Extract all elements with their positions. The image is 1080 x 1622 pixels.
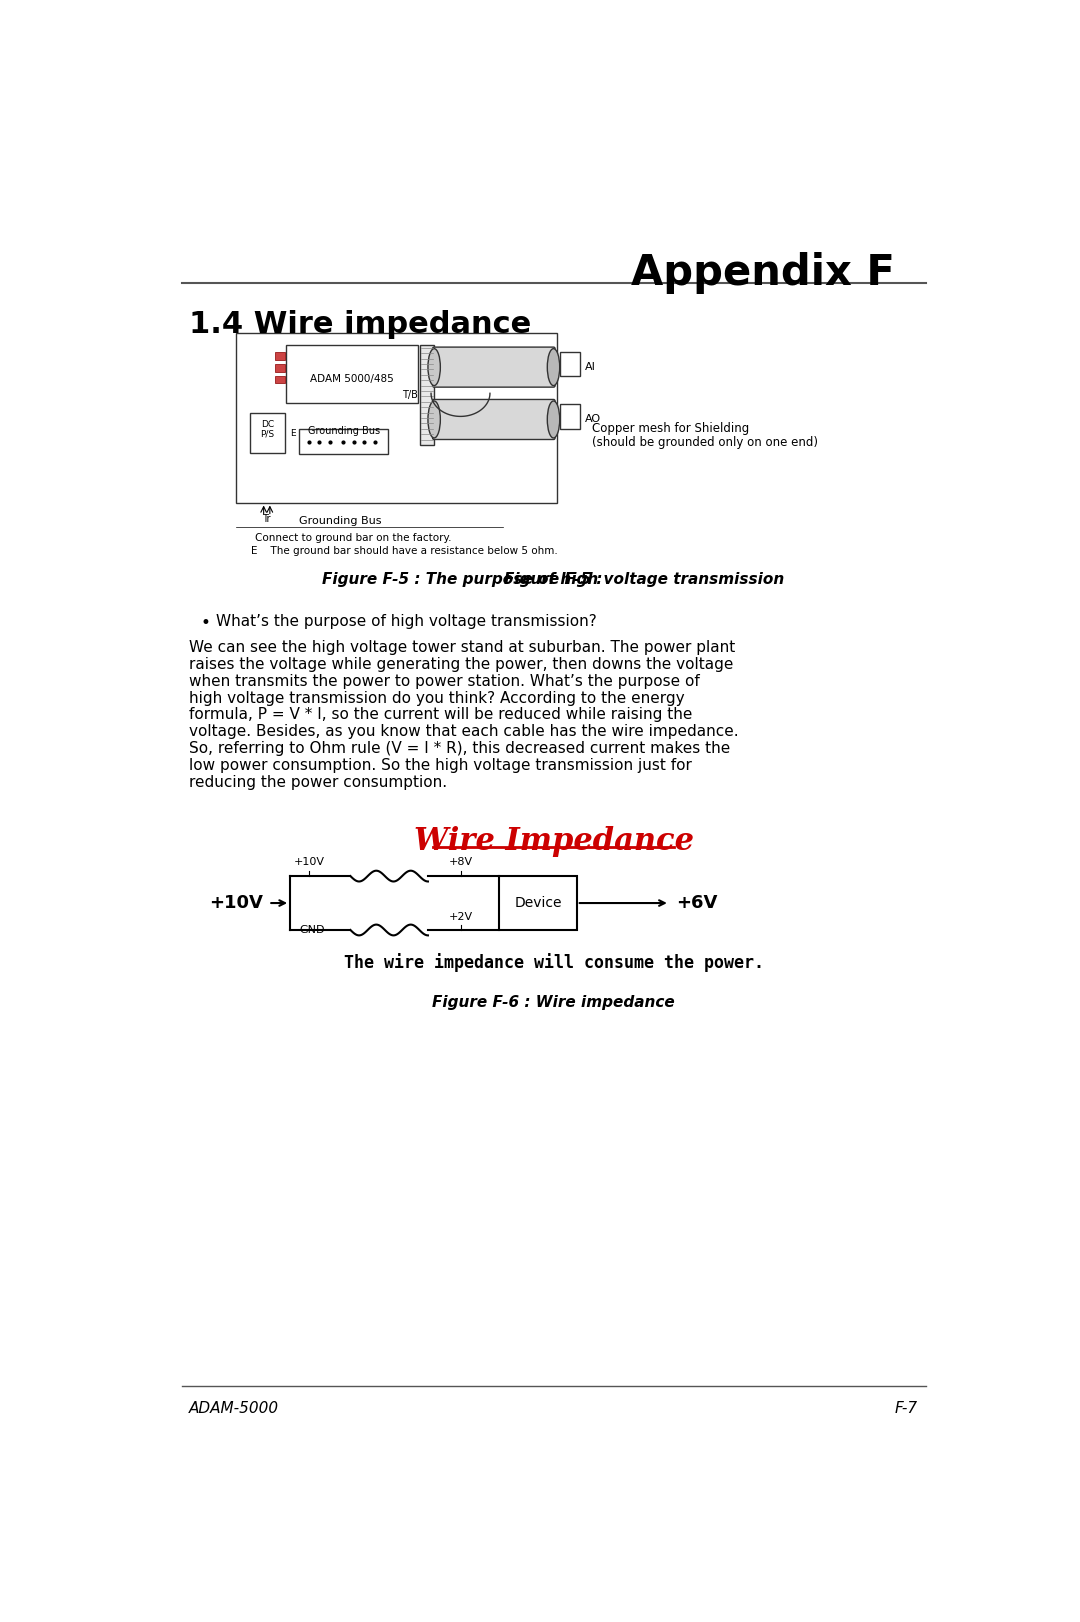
Text: AO: AO <box>584 415 600 425</box>
Bar <box>235 333 557 503</box>
Bar <box>499 876 577 929</box>
Text: Grounding Bus: Grounding Bus <box>299 516 381 527</box>
Bar <box>286 345 418 402</box>
Text: Grounding Bus: Grounding Bus <box>308 427 380 436</box>
Bar <box>299 430 389 454</box>
Ellipse shape <box>548 349 559 386</box>
Text: voltage. Besides, as you know that each cable has the wire impedance.: voltage. Besides, as you know that each … <box>189 725 739 740</box>
Text: raises the voltage while generating the power, then downs the voltage: raises the voltage while generating the … <box>189 657 733 672</box>
Text: +10V: +10V <box>210 894 262 912</box>
Text: Figure F-5 :: Figure F-5 : <box>504 573 603 587</box>
Ellipse shape <box>548 401 559 438</box>
Text: formula, P = V * I, so the current will be reduced while raising the: formula, P = V * I, so the current will … <box>189 707 692 722</box>
Text: Connect to ground bar on the factory.: Connect to ground bar on the factory. <box>255 534 451 543</box>
FancyBboxPatch shape <box>433 347 555 388</box>
Text: We can see the high voltage tower stand at suburban. The power plant: We can see the high voltage tower stand … <box>189 639 735 655</box>
Text: E: E <box>291 428 296 438</box>
Text: reducing the power consumption.: reducing the power consumption. <box>189 775 447 790</box>
Text: Figure F-5 : The purpose of high voltage transmission: Figure F-5 : The purpose of high voltage… <box>322 573 785 587</box>
Text: +2V: +2V <box>448 912 473 923</box>
FancyBboxPatch shape <box>433 399 555 440</box>
Text: DC: DC <box>261 420 274 428</box>
Text: Device: Device <box>514 895 562 910</box>
Text: •: • <box>201 615 211 633</box>
Text: +6V: +6V <box>676 894 717 912</box>
Text: ADAM 5000/485: ADAM 5000/485 <box>310 375 394 384</box>
Bar <box>559 352 580 376</box>
Text: when transmits the power to power station. What’s the purpose of: when transmits the power to power statio… <box>189 673 700 689</box>
Text: +8V: +8V <box>448 856 473 866</box>
Text: Tr: Tr <box>262 514 271 524</box>
Text: The wire impedance will consume the power.: The wire impedance will consume the powe… <box>343 954 764 972</box>
Text: Copper mesh for Shielding: Copper mesh for Shielding <box>592 422 750 435</box>
Text: Wire Impedance: Wire Impedance <box>414 826 693 856</box>
Text: high voltage transmission do you think? According to the energy: high voltage transmission do you think? … <box>189 691 685 706</box>
Text: Appendix F: Appendix F <box>631 253 894 294</box>
Text: F-7: F-7 <box>894 1401 918 1416</box>
Text: 1.4 Wire impedance: 1.4 Wire impedance <box>189 310 531 339</box>
Ellipse shape <box>428 349 441 386</box>
Text: T/B: T/B <box>402 389 418 401</box>
Text: AI: AI <box>584 362 595 371</box>
Text: E    The ground bar should have a resistance below 5 ohm.: E The ground bar should have a resistanc… <box>252 545 558 556</box>
Bar <box>275 352 284 360</box>
Bar <box>275 363 284 371</box>
Text: GND: GND <box>299 925 325 934</box>
Text: ADAM-5000: ADAM-5000 <box>189 1401 280 1416</box>
Bar <box>249 412 285 453</box>
Text: Figure F-6 : Wire impedance: Figure F-6 : Wire impedance <box>432 996 675 1011</box>
Bar <box>559 404 580 428</box>
Text: What’s the purpose of high voltage transmission?: What’s the purpose of high voltage trans… <box>216 615 597 629</box>
Text: low power consumption. So the high voltage transmission just for: low power consumption. So the high volta… <box>189 757 692 774</box>
Ellipse shape <box>428 401 441 438</box>
Text: (should be grounded only on one end): (should be grounded only on one end) <box>592 436 819 449</box>
Bar <box>275 376 284 383</box>
Text: So, referring to Ohm rule (V = I * R), this decreased current makes the: So, referring to Ohm rule (V = I * R), t… <box>189 741 730 756</box>
Bar <box>420 345 434 444</box>
Text: +10V: +10V <box>294 856 325 866</box>
Text: P/S: P/S <box>260 430 274 438</box>
